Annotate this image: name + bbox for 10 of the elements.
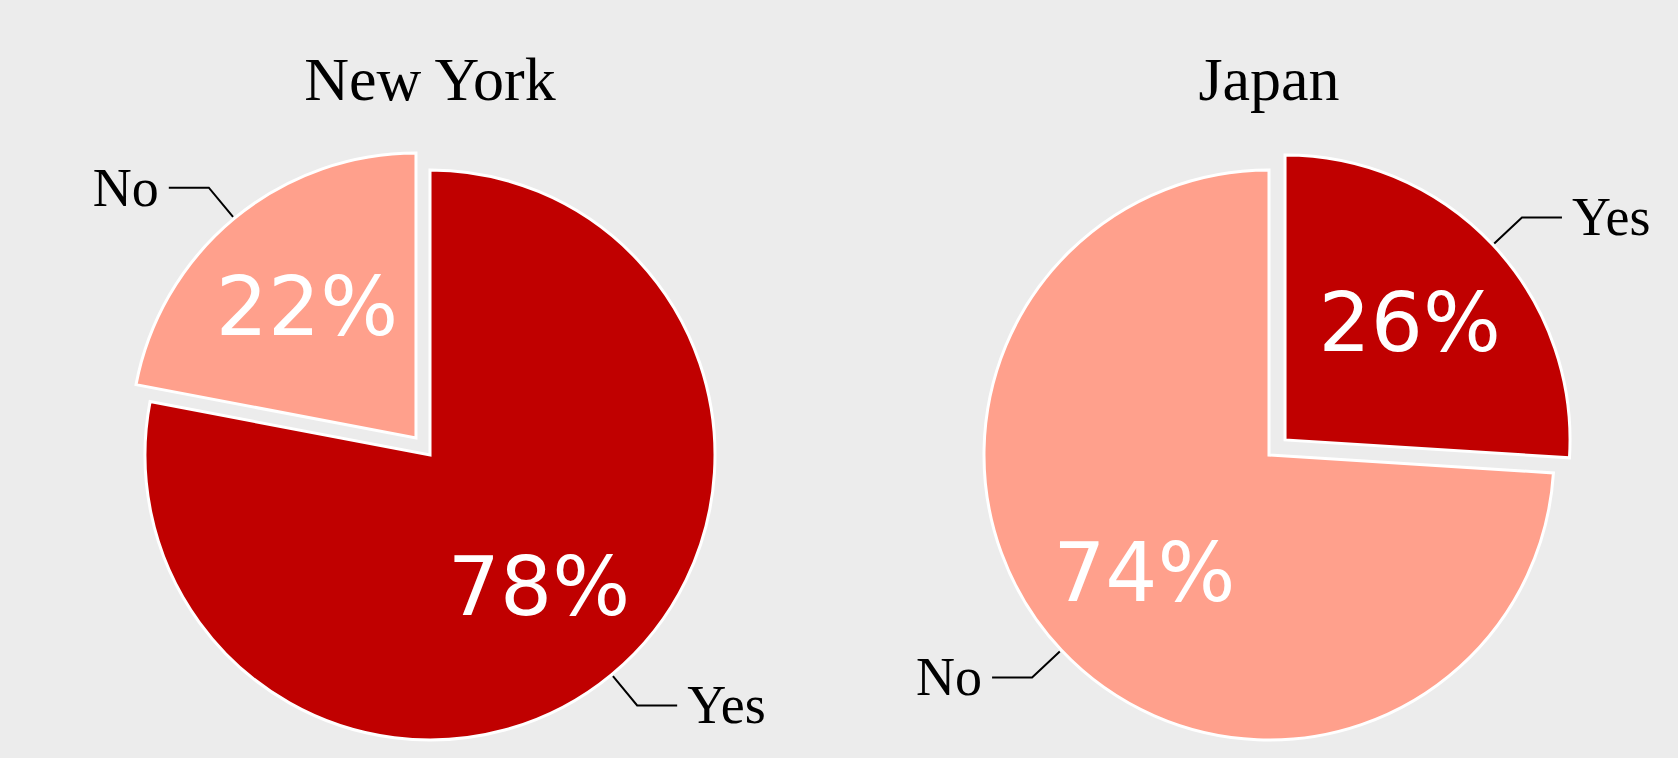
data-label: 22% [215, 258, 399, 354]
chart-title: New York [304, 45, 556, 113]
chart-title: Japan [1198, 45, 1340, 113]
slice-label: Yes [1571, 187, 1651, 248]
slice-label: No [92, 157, 159, 218]
data-label: 26% [1318, 275, 1501, 371]
data-label: 78% [447, 539, 631, 635]
slice-label: Yes [687, 675, 766, 736]
slice-label: No [916, 647, 983, 708]
data-label: 74% [1053, 524, 1236, 620]
